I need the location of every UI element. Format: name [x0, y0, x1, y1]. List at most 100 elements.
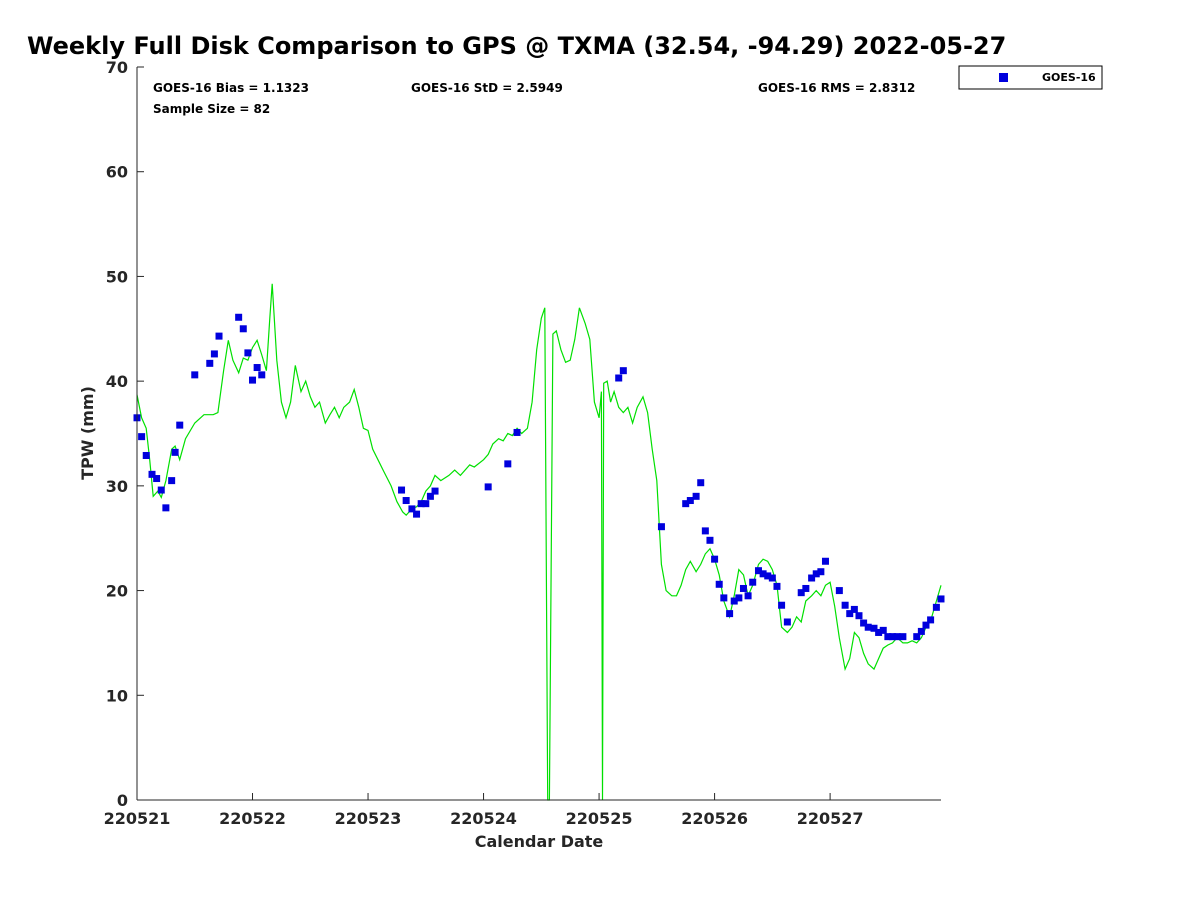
y-tick-label: 30: [106, 477, 128, 496]
goes16-point: [413, 510, 421, 518]
goes16-point: [744, 592, 752, 600]
goes16-point: [162, 504, 170, 512]
goes16-point: [153, 475, 161, 483]
goes16-point: [142, 451, 150, 459]
goes16-point: [258, 371, 266, 379]
goes16-point: [768, 574, 776, 582]
goes16-point: [176, 421, 184, 429]
goes16-point: [835, 587, 843, 595]
goes16-point: [484, 483, 492, 491]
stat-bias: GOES-16 Bias = 1.1323: [153, 81, 309, 95]
goes16-point: [870, 624, 878, 632]
x-tick-label: 220522: [219, 809, 286, 828]
goes16-point: [148, 470, 156, 478]
goes16-point: [657, 523, 665, 531]
goes16-point: [701, 527, 709, 535]
y-axis-ticks: 0 10 20 30 40 50 60 70: [106, 58, 144, 810]
goes16-point: [692, 492, 700, 500]
goes16-point: [860, 619, 868, 627]
goes16-point: [937, 595, 945, 603]
goes16-point: [759, 570, 767, 578]
goes16-point: [244, 349, 252, 357]
gps-series-line: [136, 283, 942, 801]
goes16-point: [138, 433, 146, 441]
x-axis-label: Calendar Date: [475, 832, 604, 851]
goes16-point: [408, 505, 416, 513]
goes16-point: [513, 428, 521, 436]
y-tick-label: 40: [106, 372, 128, 391]
y-tick-label: 60: [106, 163, 128, 182]
y-tick-label: 10: [106, 686, 128, 705]
y-tick-label: 50: [106, 267, 128, 286]
x-tick-label: 220524: [450, 809, 517, 828]
goes16-point: [431, 487, 439, 495]
goes16-point: [913, 633, 921, 641]
goes16-point: [235, 313, 243, 321]
goes16-point: [706, 536, 714, 544]
goes16-point: [841, 601, 849, 609]
goes16-point: [875, 628, 883, 636]
goes16-point: [711, 555, 719, 563]
goes16-point: [171, 448, 179, 456]
goes16-point: [783, 618, 791, 626]
marker-layer: [133, 313, 945, 641]
goes16-point: [686, 497, 694, 505]
goes16-point: [720, 594, 728, 602]
goes16-point: [778, 601, 786, 609]
goes16-point: [739, 584, 747, 592]
goes16-point: [697, 479, 705, 487]
goes16-point: [932, 603, 940, 611]
x-axis-ticks: 220521 220522 220523 220524 220525 220526 2205…: [104, 793, 864, 828]
goes16-point: [922, 621, 930, 629]
goes16-point: [749, 578, 757, 586]
goes16-point: [426, 492, 434, 500]
goes16-point: [855, 612, 863, 620]
x-tick-label: 220527: [797, 809, 864, 828]
plot-background: [137, 67, 941, 800]
goes16-point: [808, 574, 816, 582]
goes16-point: [879, 626, 887, 634]
y-axis-label: TPW (mm): [78, 386, 97, 480]
x-tick-label: 220521: [104, 809, 171, 828]
goes16-point: [884, 633, 892, 641]
goes16-point: [191, 371, 199, 379]
plot-area: [133, 67, 945, 801]
goes16-point: [504, 460, 512, 468]
y-tick-label: 0: [117, 791, 128, 810]
goes16-point: [422, 500, 430, 508]
goes16-point: [715, 580, 723, 588]
goes16-point: [402, 497, 410, 505]
goes16-point: [168, 477, 176, 485]
goes16-point: [249, 376, 257, 384]
y-tick-label: 70: [106, 58, 128, 77]
goes16-point: [846, 610, 854, 618]
goes16-point: [927, 616, 935, 624]
goes16-point: [206, 359, 214, 367]
x-tick-label: 220526: [681, 809, 748, 828]
y-tick-label: 20: [106, 582, 128, 601]
goes16-point: [619, 367, 627, 375]
goes16-point: [726, 610, 734, 618]
goes16-point: [864, 623, 872, 631]
goes16-point: [821, 557, 829, 565]
goes16-point: [764, 572, 772, 580]
goes16-point: [773, 582, 781, 590]
x-tick-label: 220525: [566, 809, 633, 828]
goes16-point: [888, 633, 896, 641]
stat-std: GOES-16 StD = 2.5949: [411, 81, 563, 95]
goes16-point: [417, 500, 425, 508]
x-tick-label: 220523: [335, 809, 402, 828]
goes16-point: [850, 605, 858, 613]
goes16-point: [615, 374, 623, 382]
goes16-point: [899, 633, 907, 641]
goes16-point: [215, 332, 223, 340]
stat-rms: GOES-16 RMS = 2.8312: [758, 81, 915, 95]
legend-marker-goes16: [999, 73, 1008, 82]
goes16-point: [398, 486, 406, 494]
goes16-point: [735, 594, 743, 602]
goes16-point: [812, 570, 820, 578]
goes16-point: [893, 633, 901, 641]
goes16-point: [210, 350, 218, 358]
stat-sample-size: Sample Size = 82: [153, 102, 270, 116]
